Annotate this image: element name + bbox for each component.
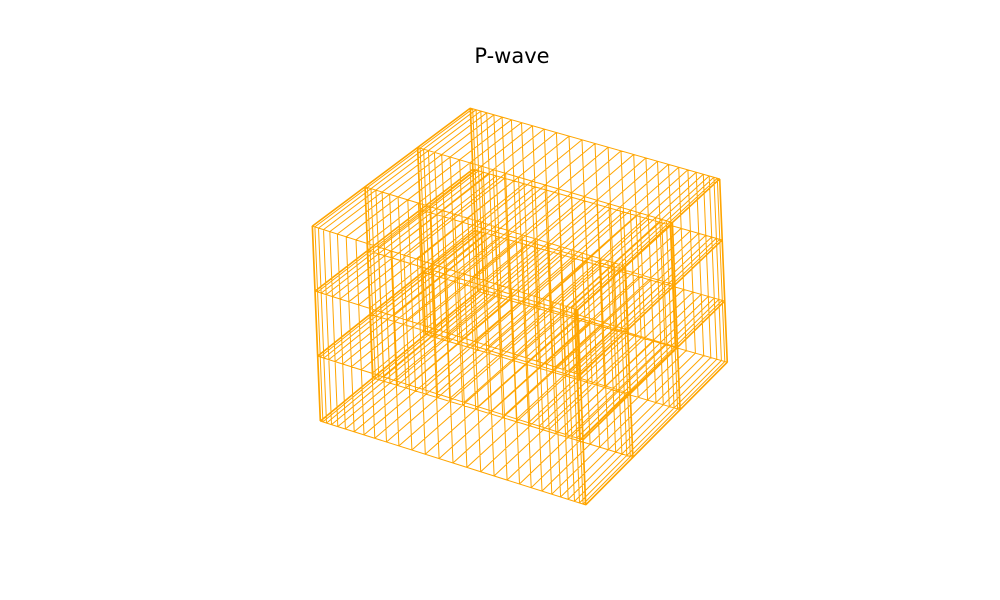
plot-title: P-wave <box>474 44 549 68</box>
wireframe <box>311 107 729 506</box>
